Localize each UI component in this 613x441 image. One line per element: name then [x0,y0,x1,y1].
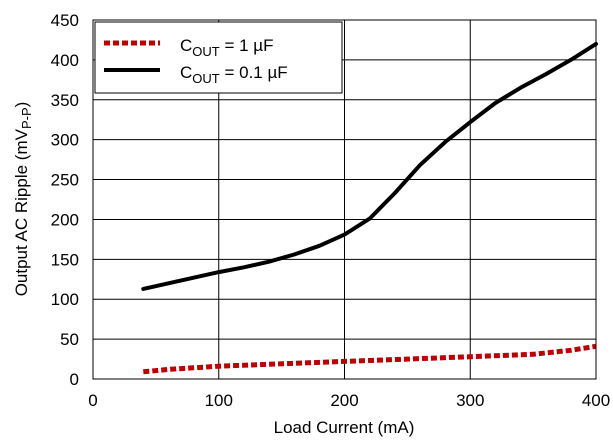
y-tick-label: 450 [51,11,79,30]
y-tick-label: 100 [51,290,79,309]
x-tick-label: 200 [330,391,358,410]
y-tick-label: 50 [60,330,79,349]
y-tick-label: 150 [51,250,79,269]
y-tick-labels: 0 50 100 150 200 250 300 350 400 450 [51,11,79,389]
y-tick-label: 250 [51,171,79,190]
series-layer [141,41,598,375]
y-tick-label: 0 [70,370,79,389]
legend-box [94,21,343,94]
x-tick-label: 300 [456,391,484,410]
y-tick-label: 300 [51,131,79,150]
series-line-1 [143,343,597,375]
plot-frame [92,19,597,380]
y-tick-label: 350 [51,91,79,110]
x-tick-label: 400 [582,391,610,410]
x-tick-label: 0 [88,391,97,410]
x-axis-title: Load Current (mA) [274,418,415,437]
y-tick-label: 200 [51,210,79,229]
x-tick-label: 100 [205,391,233,410]
x-tick-labels: 0 100 200 300 400 [88,391,610,410]
y-axis-title: Output AC Ripple (mVP-P) [12,102,34,297]
legend-label-series-1: COUT = 1 µF [180,36,273,59]
series-line-2 [141,41,598,291]
legend: COUT = 1 µF COUT = 0.1 µF [94,21,343,94]
legend-label-series-2: COUT = 0.1 µF [180,63,288,86]
y-tick-label: 400 [51,51,79,70]
